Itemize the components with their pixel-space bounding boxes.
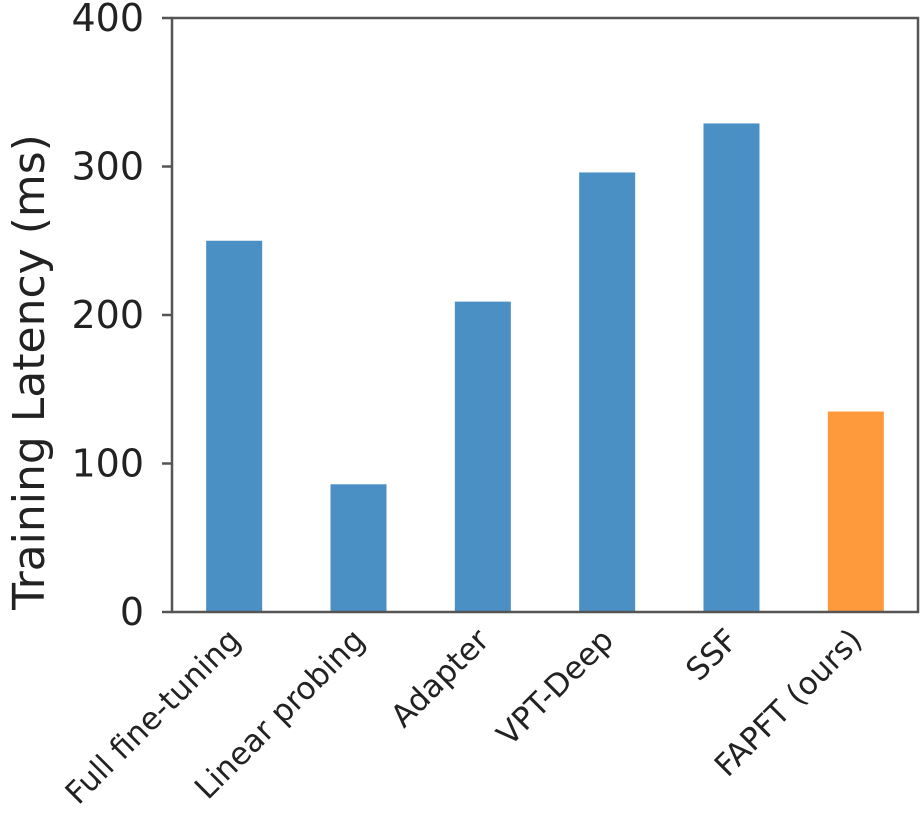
bar-adapter: [454, 301, 511, 612]
bar-fapft-ours: [827, 411, 884, 612]
y-tick-label: 300: [71, 145, 144, 189]
x-category-label: Adapter: [384, 622, 497, 735]
y-tick-label: 400: [71, 0, 144, 40]
y-tick-label: 100: [71, 442, 144, 486]
x-category-label: VPT-Deep: [490, 622, 621, 753]
x-category-label: SSF: [679, 622, 745, 688]
bar-vpt-deep: [579, 172, 636, 612]
y-tick-label: 200: [71, 293, 144, 337]
bar-full-fine-tuning: [206, 240, 263, 612]
bars: [206, 123, 884, 612]
y-axis-title: Training Latency (ms): [4, 134, 55, 611]
bar-linear-probing: [330, 484, 387, 612]
y-axis-ticks: 0 100 200 300 400: [71, 0, 172, 634]
bar-ssf: [703, 123, 760, 612]
plot-frame: [170, 16, 920, 614]
y-tick-label: 0: [120, 590, 144, 634]
